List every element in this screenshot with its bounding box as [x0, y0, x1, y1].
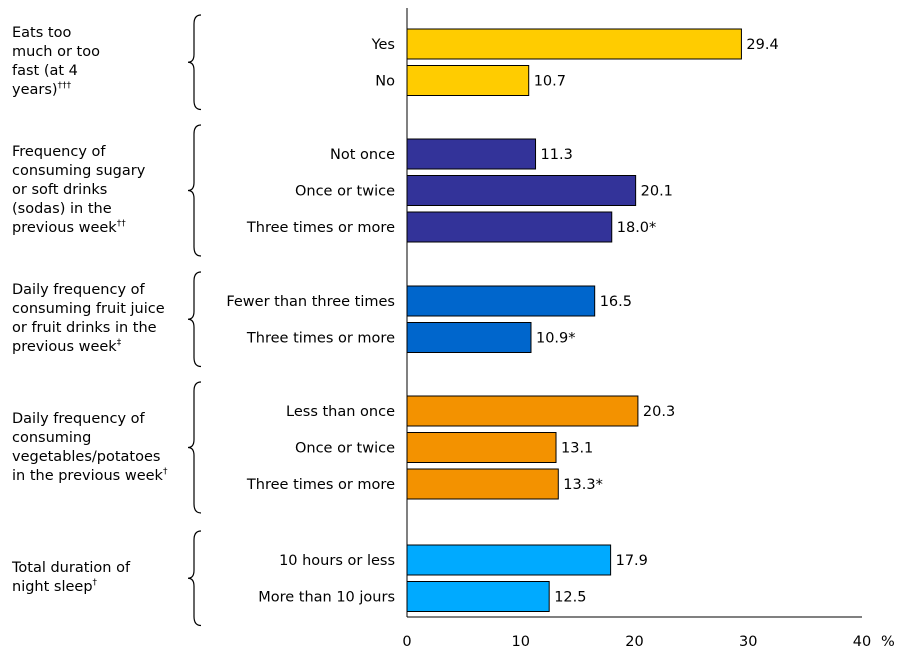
- group-label-line: fast (at 4: [12, 63, 78, 80]
- value-label: 10.9*: [536, 331, 576, 347]
- category-label: Fewer than three times: [226, 294, 395, 310]
- bar: [406, 544, 612, 576]
- group-label-line: Frequency of: [12, 144, 106, 160]
- group-label-line: Daily frequency of: [12, 282, 145, 299]
- group-label-line: consuming sugary: [12, 163, 146, 179]
- category-label: Three times or more: [246, 220, 395, 236]
- group-label-line: Daily frequency of: [12, 410, 145, 427]
- value-label: 17.9: [616, 553, 648, 569]
- bar: [406, 175, 637, 206]
- group-label-line: consuming fruit juice: [12, 301, 165, 318]
- category-label: Three times or more: [246, 477, 395, 493]
- group-label-line: years): [12, 82, 58, 99]
- footnote-marker: ‡: [116, 338, 122, 349]
- category-label: Once or twice: [295, 184, 395, 200]
- group-label-line: night sleep: [12, 579, 93, 596]
- x-tick-label: 10: [512, 634, 530, 649]
- category-label: Three times or more: [246, 331, 395, 347]
- value-label: 13.1: [561, 441, 593, 457]
- value-label: 29.4: [746, 37, 778, 53]
- group-label-line: or fruit drinks in the: [12, 320, 157, 337]
- group-label: Daily frequency of consuming vegetables/po…: [12, 410, 167, 486]
- group-braces: [187, 14, 202, 627]
- category-label: Yes: [371, 37, 395, 53]
- value-label: 18.0*: [617, 220, 657, 236]
- group-brace: [187, 14, 202, 111]
- group-label-line: in the previous week: [12, 467, 163, 484]
- x-tick-label: 40: [853, 634, 871, 649]
- category-label: Not once: [330, 147, 395, 163]
- value-label: 11.3: [541, 147, 573, 163]
- value-label: 20.3: [643, 404, 675, 420]
- value-label: 16.5: [600, 294, 632, 310]
- group-label-line: vegetables/potatoes: [12, 448, 161, 465]
- group-label-line: or soft drinks: [12, 182, 108, 198]
- group-label-line: (sodas) in the: [12, 201, 112, 217]
- x-tick-label: 30: [739, 634, 757, 649]
- bar: [406, 65, 530, 96]
- category-label: No: [375, 74, 395, 90]
- category-label: 10 hours or less: [279, 553, 395, 569]
- x-axis: 0 10 20 30 40%: [402, 8, 895, 649]
- group-brace: [187, 124, 202, 257]
- category-label: Once or twice: [295, 441, 395, 457]
- group-label-line: consuming: [12, 429, 92, 446]
- bar: [406, 211, 613, 243]
- value-label: 13.3*: [563, 477, 603, 493]
- x-unit-label: %: [881, 634, 895, 649]
- group-label-line: Total duration of: [12, 560, 131, 577]
- value-label: 10.7: [534, 74, 566, 90]
- category-label: Less than once: [286, 404, 395, 420]
- group-brace: [187, 271, 202, 368]
- group-label: Eats too much or too fast (at 4 years)†††: [12, 24, 100, 100]
- group-brace: [187, 381, 202, 514]
- group-label: Total duration of night sleep†: [12, 559, 130, 597]
- bar: [406, 322, 532, 353]
- footnote-marker: †††: [57, 81, 72, 92]
- bar: [406, 432, 557, 463]
- x-tick-label: 0: [402, 634, 411, 649]
- group-label: Frequency of consuming sugary or soft drin…: [12, 143, 145, 238]
- group-label-line: previous week: [12, 339, 117, 356]
- bar: [406, 395, 639, 427]
- x-tick-label: 20: [625, 634, 643, 649]
- bar: [406, 468, 559, 500]
- footnote-marker: †: [162, 466, 168, 477]
- value-label: 12.5: [554, 590, 586, 606]
- group-label: Daily frequency of consuming fruit juice o…: [12, 281, 165, 357]
- bar: [406, 138, 537, 170]
- bar: [406, 285, 596, 317]
- group-brace: [187, 530, 202, 627]
- footnote-marker: †: [92, 578, 98, 589]
- bar: [406, 581, 550, 612]
- bars-layer: Yes 29.4 No 10.7 Not once 11.3 Once or twice 20…: [226, 28, 779, 612]
- bar: [406, 28, 742, 60]
- group-label-line: previous week: [12, 220, 117, 236]
- category-label: More than 10 jours: [258, 590, 395, 606]
- footnote-marker: ††: [116, 219, 126, 230]
- group-label-line: Eats too: [12, 25, 72, 42]
- value-label: 20.1: [641, 184, 673, 200]
- group-label-line: much or too: [12, 44, 100, 61]
